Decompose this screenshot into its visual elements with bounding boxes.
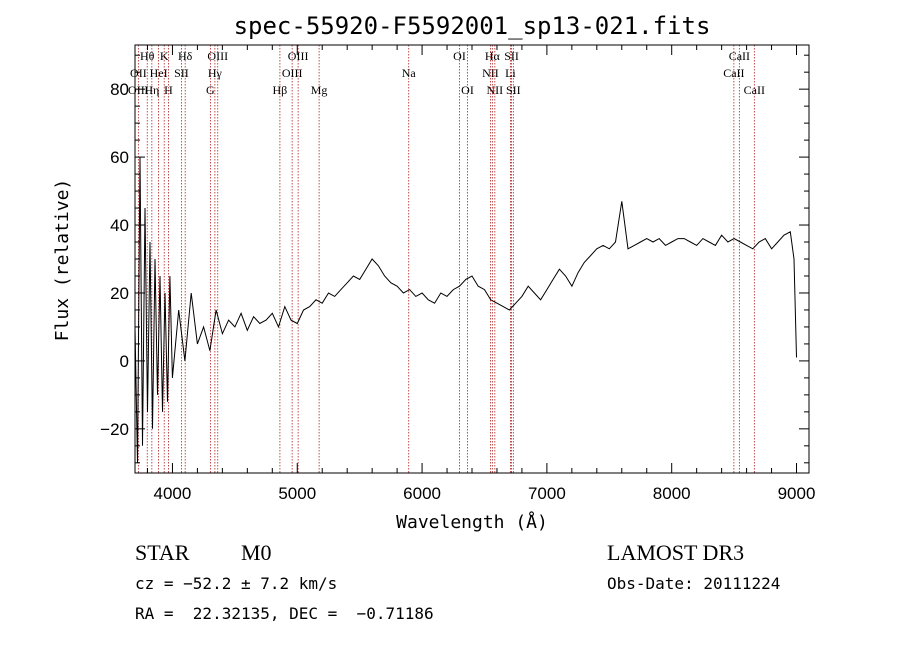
ra-dec: RA = 22.32135, DEC = −0.71186 (135, 604, 434, 623)
spectral-line-label: Hη (144, 83, 159, 97)
spectral-line-label: Na (402, 66, 417, 80)
x-tick-label: 6000 (403, 484, 441, 503)
spectral-line-label: Mg (311, 83, 328, 97)
spectral-line-label: NII (487, 83, 504, 97)
y-tick-label: −20 (100, 420, 129, 439)
plot-frame (134, 44, 810, 474)
spectral-line-label: Li (505, 66, 516, 80)
spectral-line-label: OII (130, 66, 147, 80)
spectral-line-label: OIII (207, 49, 228, 63)
survey-name: LAMOST DR3 (607, 540, 744, 565)
spectral-line-label: SII (504, 49, 519, 63)
x-tick-label: 9000 (778, 484, 816, 503)
y-axis-label: Flux (relative) (52, 179, 73, 342)
y-tick-label: 80 (110, 80, 129, 99)
spectral-line-label: OIII (282, 66, 303, 80)
spectral-line-label: Hβ (273, 83, 288, 97)
spectral-line-label: OI (461, 83, 474, 97)
x-tick-label: 5000 (278, 484, 316, 503)
spectrum-line (134, 157, 797, 463)
spectral-line-label: Hδ (178, 49, 193, 63)
spectral-line-label: Hθ (140, 49, 155, 63)
y-tick-label: 60 (110, 148, 129, 167)
y-axis: −20 0 20 40 60 80 (100, 54, 809, 464)
y-tick-label: 40 (110, 216, 129, 235)
subclass: M0 (241, 540, 272, 565)
spectral-line-label: HeI (150, 66, 168, 80)
spectral-line-label: Hα (485, 49, 501, 63)
spectral-line-label: CaII (723, 66, 744, 80)
x-tick-label: 8000 (653, 484, 691, 503)
spectral-line-label: H (164, 83, 173, 97)
spectral-line-label: K (160, 49, 169, 63)
spectral-line-label: G (206, 83, 215, 97)
classification: STAR (135, 540, 190, 565)
spectral-line-label: OIII (288, 49, 309, 63)
y-tick-label: 20 (110, 284, 129, 303)
y-tick-label: 0 (120, 352, 129, 371)
spectrum-series (134, 157, 797, 463)
spectral-line-label: SII (174, 66, 189, 80)
x-tick-label: 4000 (154, 484, 192, 503)
spectral-line-label: NII (482, 66, 499, 80)
x-axis: 4000 5000 6000 7000 8000 9000 (146, 45, 816, 503)
x-axis-label: Wavelength (Å) (396, 511, 548, 533)
x-tick-label: 7000 (528, 484, 566, 503)
obs-date: Obs-Date: 20111224 (607, 574, 780, 593)
spectral-line-label: CaII (729, 49, 750, 63)
spectral-line-label: OI (453, 49, 466, 63)
spectral-line-markers (137, 45, 755, 473)
spectral-line-label: SII (506, 83, 521, 97)
spectral-line-label: CaII (744, 83, 765, 97)
cz-value: cz = −52.2 ± 7.2 km/s (135, 574, 337, 593)
spectral-line-label: Hγ (208, 66, 223, 80)
chart-title: spec-55920-F5592001_sp13-021.fits (234, 12, 711, 40)
spectral-line-label: OIII (128, 83, 149, 97)
